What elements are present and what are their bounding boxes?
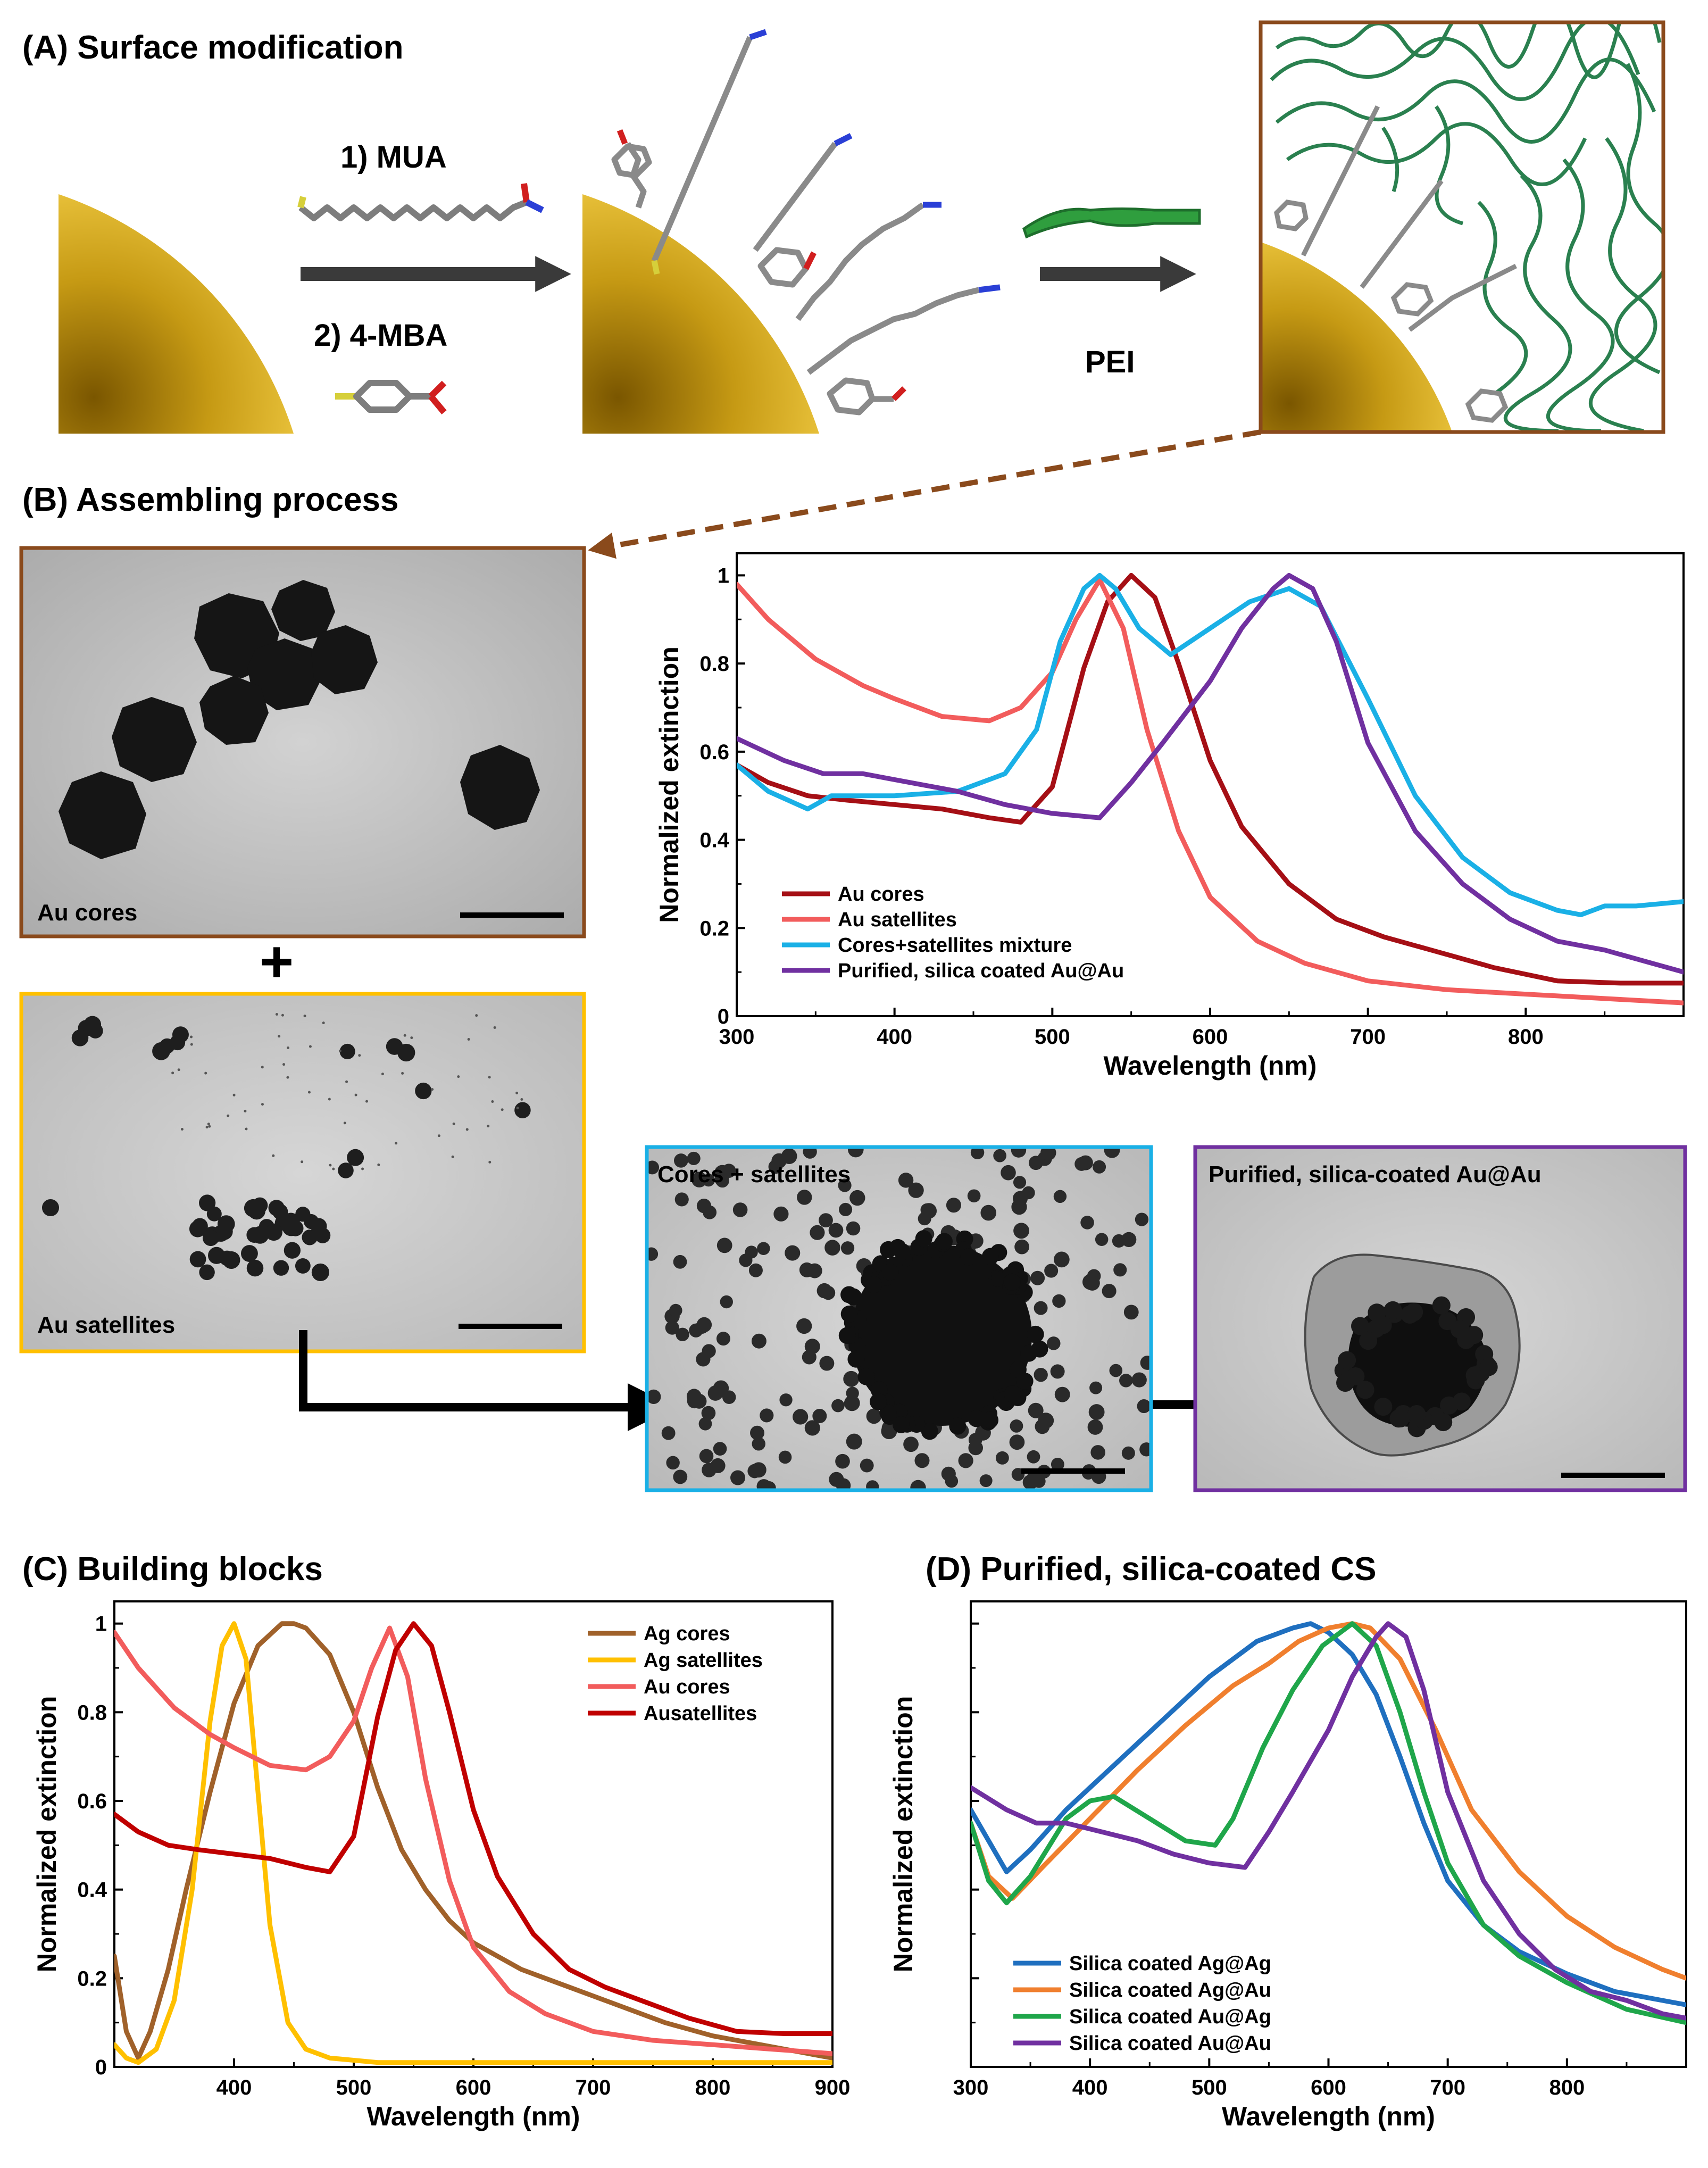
tem-label-mixture: Cores + satellites [657,1161,851,1187]
x-tick-label: 500 [1035,1025,1070,1049]
y-axis-label: Normalized extinction [888,1696,918,1973]
series-line [114,1625,832,2056]
x-tick-label: 800 [1549,2076,1585,2099]
series-line [971,1621,1686,2025]
series-line [114,1621,832,2036]
ligand-heteroatoms [616,29,1001,401]
x-axis-label: Wavelength (nm) [367,2101,580,2131]
legend-label: Silica coated Au@Ag [1069,2006,1271,2028]
tem-label-purified: Purified, silica-coated Au@Au [1209,1161,1542,1187]
y-tick-label: 0.2 [77,1967,107,1990]
x-tick-label: 600 [1193,1025,1228,1049]
y-tick-label: 1 [718,564,729,587]
flow-arrow-1 [299,1330,628,1411]
gold-nanoparticle-2 [582,194,819,434]
legend-label: Au cores [838,883,924,906]
y-tick-label: 0.6 [699,741,729,764]
plus-sign: + [260,929,294,994]
x-tick-label: 600 [1311,2076,1346,2099]
panel-c-title: (C) Building blocks [22,1551,323,1588]
y-tick-label: 0.6 [77,1790,107,1813]
dashed-connector-arrow [588,429,1261,559]
series-line [737,572,1684,917]
legend-label: Ausatellites [644,1702,757,1725]
series-group [114,1621,832,2065]
x-tick-label: 400 [216,2076,252,2099]
x-tick-label: 400 [877,1025,912,1049]
series-line [737,572,1684,975]
x-tick-label: 700 [1350,1025,1386,1049]
y-tick-label: 0.8 [77,1701,107,1724]
series-line [971,1621,1686,2021]
legend-label: Ag cores [644,1623,730,1645]
x-axis-label: Wavelength (nm) [1104,1051,1317,1081]
series-line [737,577,1684,1006]
series-group [971,1621,1686,2025]
legend-label: Silica coated Au@Au [1069,2032,1271,2055]
tem-image-purified: Purified, silica-coated Au@Au [1193,1145,1687,1492]
chart-b-extinction: 300 400 500 600 700 800 0 0.2 0.4 0.6 0.8 1 Waveleng… [654,552,1685,1081]
x-tick-label: 500 [1192,2076,1227,2099]
series-group [737,572,1684,1006]
chart-c-building-blocks: 400 500 600 700 800 900 0 0.2 0.4 0.6 0.8 1 Waveleng… [32,1600,851,2131]
y-axis-label: Normalized extinction [654,646,684,923]
x-tick-label: 300 [953,2076,989,2099]
pei-label: PEI [1085,345,1135,379]
x-tick-label: 900 [815,2076,851,2099]
x-tick-label: 500 [336,2076,372,2099]
mua-molecule [297,183,544,221]
series-line [737,572,1684,986]
legend-label: Ag satellites [644,1649,763,1672]
legend-label: Purified, silica coated Au@Au [838,960,1124,982]
legend-label: Au satellites [838,909,957,931]
y-tick-label: 0 [718,1005,729,1028]
x-tick-label: 800 [1508,1025,1544,1049]
y-tick-label: 0.2 [699,917,729,940]
chart-d-purified-cs: 300 400 500 600 700 800 Wavelength (nm) Normali… [888,1600,1687,2131]
y-axis-label: Normalized extinction [32,1696,62,1973]
gold-nanoparticle-1 [59,194,294,434]
series-line [114,1621,832,2065]
panel-b-title: (B) Assembling process [22,481,398,518]
y-tick-label: 0 [95,2056,107,2079]
pei-polymer [1022,207,1201,239]
panel-a-title: (A) Surface modification [22,29,404,66]
series-line [971,1621,1686,2007]
y-tick-label: 0.8 [699,652,729,676]
legend-label: Au cores [644,1676,730,1698]
ligand-chains [611,36,980,416]
y-tick-label: 1 [95,1613,107,1636]
pei-coated-particle-inset [1259,20,1665,434]
tem-image-au-satellites: Au satellites [19,992,586,1353]
legend-label: Cores+satellites mixture [838,934,1072,957]
tem-label-au-cores: Au cores [37,900,137,926]
legend-label: Silica coated Ag@Ag [1069,1953,1271,1975]
x-tick-label: 300 [719,1025,755,1049]
tem-image-au-cores: Au cores [19,546,586,938]
series-line [114,1621,832,2061]
x-axis-label: Wavelength (nm) [1222,2101,1435,2131]
tem-label-au-satellites: Au satellites [37,1312,175,1338]
tem-image-mixture: Cores + satellites [645,1145,1153,1492]
panel-d-title: (D) Purified, silica-coated CS [926,1551,1377,1588]
x-tick-label: 400 [1072,2076,1108,2099]
step1-label: 1) MUA [340,140,447,175]
step2-label: 2) 4-MBA [314,318,447,353]
mba-molecule [335,380,447,414]
x-tick-label: 700 [576,2076,611,2099]
y-tick-label: 0.4 [77,1879,107,1902]
x-tick-label: 700 [1430,2076,1465,2099]
legend-label: Silica coated Ag@Au [1069,1979,1271,2001]
x-tick-label: 600 [456,2076,491,2099]
series-line [971,1621,1686,1981]
y-tick-label: 0.4 [699,829,729,852]
x-tick-label: 800 [695,2076,731,2099]
